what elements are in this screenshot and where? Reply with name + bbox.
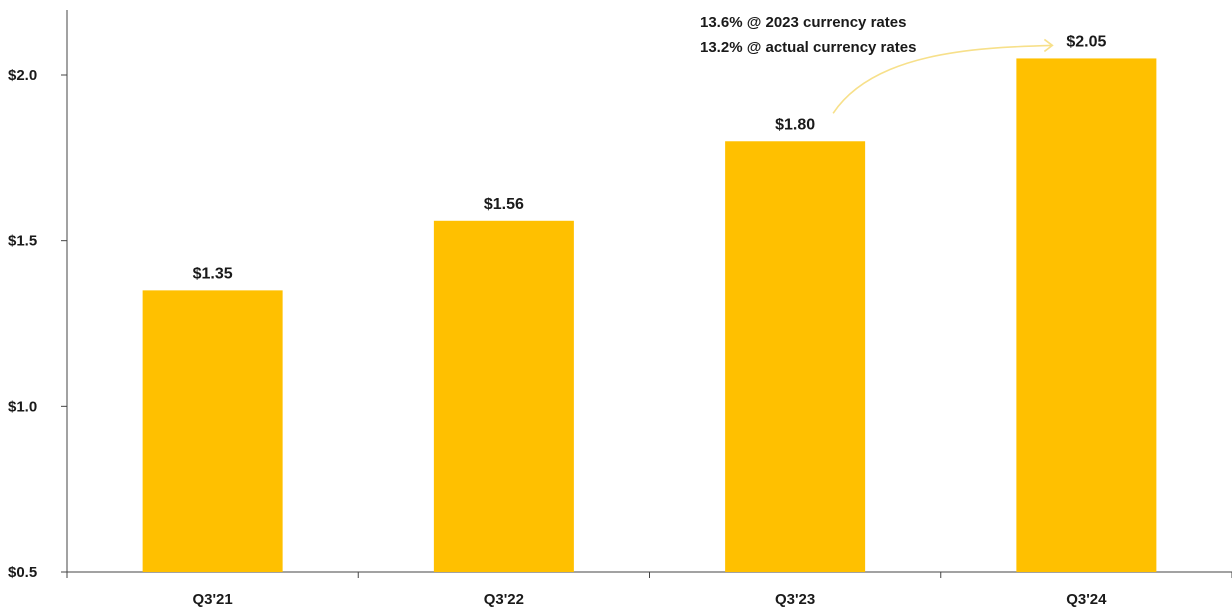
x-axis: Q3'21 Q3'22 Q3'23 Q3'24	[66, 572, 1232, 608]
x-tick-label: Q3'21	[192, 591, 232, 608]
y-tick-label: $1.0	[8, 398, 37, 415]
bar	[142, 290, 283, 572]
annotation-line-1: 13.6% @ 2023 currency rates	[700, 14, 906, 31]
bar	[433, 220, 574, 572]
x-tick-label: Q3'22	[484, 591, 524, 608]
bars	[142, 58, 1157, 572]
bar-value-label: $1.80	[775, 116, 815, 133]
y-tick-label: $1.5	[8, 233, 37, 250]
x-tick-label: Q3'23	[775, 591, 815, 608]
data-labels: $1.35 $1.56 $1.80 $2.05	[193, 33, 1107, 282]
y-axis: $0.5 $1.0 $1.5 $2.0	[8, 67, 67, 581]
bar	[1016, 58, 1157, 572]
y-tick-label: $0.5	[8, 564, 37, 581]
y-tick-label: $2.0	[8, 67, 37, 84]
growth-annotation: 13.6% @ 2023 currency rates 13.2% @ actu…	[700, 14, 1054, 114]
bar-value-label: $1.56	[484, 196, 524, 213]
bar	[725, 141, 866, 572]
bar-value-label: $1.35	[193, 265, 233, 282]
plot-area: $0.5 $1.0 $1.5 $2.0 Q3'21 Q3'22 Q3'23 Q3'24 $1…	[8, 10, 1232, 608]
growth-arrow-head	[1043, 38, 1054, 53]
bar-value-label: $2.05	[1066, 33, 1106, 50]
x-tick-label: Q3'24	[1066, 591, 1107, 608]
annotation-line-2: 13.2% @ actual currency rates	[700, 39, 916, 56]
growth-arrow	[832, 44, 1053, 114]
